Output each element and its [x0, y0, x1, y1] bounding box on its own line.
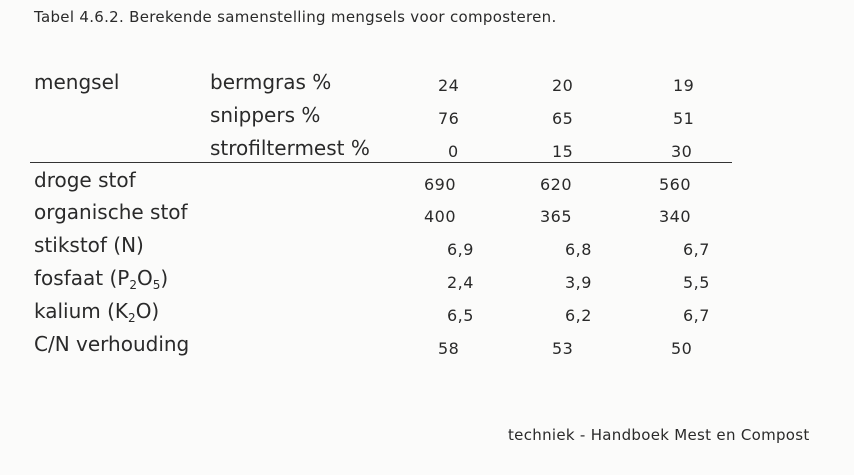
cell-snippers-1: 76 [438, 109, 460, 128]
cell-kalium-1: 6,5 [447, 306, 474, 325]
cell-stikstof-2: 6,8 [565, 240, 592, 259]
cell-fosfaat-3: 5,5 [683, 273, 710, 292]
mengsel-label: mengsel [34, 70, 120, 94]
cell-stikstof-3: 6,7 [683, 240, 710, 259]
cell-bermgras-3: 19 [673, 76, 695, 95]
cell-fosfaat-2: 3,9 [565, 273, 592, 292]
cell-snippers-3: 51 [673, 109, 695, 128]
cell-droge-stof-2: 620 [540, 175, 573, 194]
row-label-snippers: snippers % [210, 103, 321, 127]
cell-droge-stof-3: 560 [659, 175, 692, 194]
cell-droge-stof-1: 690 [424, 175, 457, 194]
cell-bermgras-1: 24 [438, 76, 460, 95]
cell-strofiltermest-3: 30 [671, 142, 693, 161]
cell-stikstof-1: 6,9 [447, 240, 474, 259]
cell-strofiltermest-2: 15 [552, 142, 574, 161]
cell-bermgras-2: 20 [552, 76, 574, 95]
cell-strofiltermest-1: 0 [448, 142, 459, 161]
cell-organische-stof-2: 365 [540, 207, 573, 226]
row-label-stikstof: stikstof (N) [34, 233, 144, 257]
table-divider [30, 162, 732, 163]
row-label-bermgras: bermgras % [210, 70, 332, 94]
cell-cn-verhouding-2: 53 [552, 339, 574, 358]
page-footer: techniek - Handboek Mest en Compost [508, 426, 810, 444]
cell-cn-verhouding-3: 50 [671, 339, 693, 358]
row-label-fosfaat: fosfaat (P2O5) [34, 266, 169, 292]
cell-kalium-2: 6,2 [565, 306, 592, 325]
row-label-cn-verhouding: C/N verhouding [34, 332, 190, 356]
cell-fosfaat-1: 2,4 [447, 273, 474, 292]
cell-organische-stof-1: 400 [424, 207, 457, 226]
table-caption: Tabel 4.6.2. Berekende samenstelling men… [34, 8, 557, 26]
cell-snippers-2: 65 [552, 109, 574, 128]
row-label-droge-stof: droge stof [34, 168, 136, 192]
cell-organische-stof-3: 340 [659, 207, 692, 226]
cell-kalium-3: 6,7 [683, 306, 710, 325]
row-label-strofiltermest: strofiltermest % [210, 136, 370, 160]
row-label-kalium: kalium (K2O) [34, 299, 160, 325]
cell-cn-verhouding-1: 58 [438, 339, 460, 358]
row-label-organische-stof: organische stof [34, 200, 188, 224]
